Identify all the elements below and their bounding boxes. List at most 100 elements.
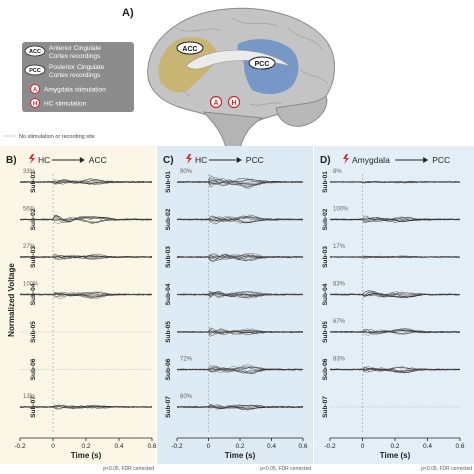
x-tick-label: 0: [361, 443, 365, 450]
percent-label: 83%: [333, 282, 346, 288]
legend-acc-line1: Anterior Cingulate: [49, 45, 101, 52]
percent-label: 17%: [333, 244, 346, 250]
legend-a-label: Amygdala stimulation: [44, 87, 106, 94]
subject-label: Sub-02: [165, 208, 172, 230]
recording-site-label: ACC: [89, 155, 107, 165]
trace-group: [329, 215, 461, 224]
percent-label: 100%: [333, 207, 349, 213]
panel-letter: C): [163, 155, 174, 166]
trace-line: [329, 291, 461, 297]
trace-line: [176, 253, 304, 260]
trace-line: [176, 330, 304, 333]
amygdala-marker: A: [209, 95, 223, 109]
subject-label: Sub-05: [165, 321, 172, 343]
stim-site-label: HC: [195, 155, 207, 165]
trace-group: [176, 214, 304, 225]
percent-label: 33%: [23, 169, 36, 175]
x-tick-label: -0.2: [324, 443, 336, 450]
trace-group: [19, 404, 153, 410]
trace-group: [329, 180, 461, 184]
arrow-head-icon: [79, 157, 85, 163]
percent-label: 83%: [333, 357, 346, 363]
trace-group: [19, 291, 153, 300]
trace-group: [176, 290, 304, 299]
legend-a-icon: A: [33, 88, 38, 94]
arrow-head-icon: [236, 157, 242, 163]
subject-label: Sub-06: [322, 358, 329, 380]
trace-line: [19, 255, 153, 258]
legend-acc-icon: ACC: [29, 49, 41, 55]
panel-b: B) HC ACCSub-0133%Sub-0256%Sub-0327%Sub-04…: [0, 146, 157, 472]
percent-label: 8%: [333, 169, 342, 175]
panel-background: [157, 146, 313, 464]
subject-label: Sub-03: [322, 246, 329, 268]
subject-label: Sub-07: [165, 396, 172, 418]
trace-line: [329, 255, 461, 259]
stim-site-label: HC: [38, 155, 50, 165]
panel-letter: B): [6, 155, 17, 166]
trace-line: [176, 218, 304, 224]
trace-line: [329, 217, 461, 222]
arrow-head-icon: [423, 157, 429, 163]
panel-c: C) HC PCC Sub-01 90% Sub-02 Sub-03 Sub-04 Sub-05…: [157, 146, 313, 472]
legend-pcc-line1: Posterior Cingulate: [49, 64, 105, 71]
panel-background: [0, 146, 156, 464]
trace-group: [176, 404, 304, 411]
stim-site-label: Amygdala: [352, 155, 390, 165]
trace-line: [330, 328, 461, 333]
trace-group: [329, 290, 461, 299]
trace-line: [329, 328, 461, 335]
x-tick-label: 0: [207, 443, 211, 450]
x-axis-label: Time (s): [225, 451, 256, 460]
trace-line: [329, 328, 460, 336]
trace-line: [19, 178, 153, 185]
x-tick-label: 0.6: [455, 443, 464, 450]
panel-letter: D): [320, 155, 331, 166]
trace-line: [176, 177, 304, 185]
svg-text:A: A: [213, 100, 218, 107]
trace-line: [20, 218, 153, 224]
percent-label: 56%: [23, 207, 36, 213]
svg-text:ACC: ACC: [182, 46, 197, 53]
percent-label: 13%: [23, 394, 36, 400]
subject-label: Sub-06: [165, 358, 172, 380]
panel-a-letter: A): [122, 7, 134, 19]
trace-group: [19, 215, 153, 225]
percent-label: 27%: [23, 244, 36, 250]
panel-d: D) Amygdala PCC Sub-01 8% Sub-02 100% Sub-03 17%…: [314, 146, 474, 472]
stats-note: p<0.05, FDR corrected: [421, 466, 472, 472]
lightning-icon: [29, 154, 35, 164]
x-tick-label: 0.2: [390, 443, 399, 450]
percent-label: 60%: [180, 394, 193, 400]
x-axis-label: Time (s): [71, 451, 102, 460]
percent-label: 67%: [333, 319, 346, 325]
trace-line: [330, 292, 461, 299]
trace-line: [176, 364, 304, 372]
trace-line: [329, 293, 461, 298]
x-axis-label: Time (s): [380, 451, 411, 460]
subject-label: Sub-07: [322, 396, 329, 418]
lightning-icon: [343, 154, 349, 164]
trace-line: [19, 291, 153, 297]
percent-label: 72%: [180, 357, 193, 363]
stats-note: p<0.05, FDR corrected: [103, 466, 154, 472]
trace-group: [329, 255, 461, 259]
brainstem-image: [202, 111, 264, 149]
trace-group: [176, 364, 304, 375]
svg-text:H: H: [231, 100, 236, 107]
trace-group: [19, 253, 153, 260]
lightning-icon: [186, 154, 192, 164]
recording-site-label: PCC: [246, 155, 264, 165]
subject-label: Sub-01: [165, 171, 172, 193]
trace-line: [177, 177, 304, 186]
trace-line: [329, 181, 461, 183]
x-tick-label: 0.4: [423, 443, 432, 450]
subject-label: Sub-02: [322, 208, 329, 230]
subject-label: Sub-03: [165, 246, 172, 268]
trace-group: [329, 328, 461, 336]
legend-box: ACC Anterior Cingulate Cortex recordings…: [22, 42, 134, 112]
x-tick-label: 0.4: [267, 443, 276, 450]
trace-line: [176, 216, 303, 221]
subject-label: Sub-01: [322, 171, 329, 193]
